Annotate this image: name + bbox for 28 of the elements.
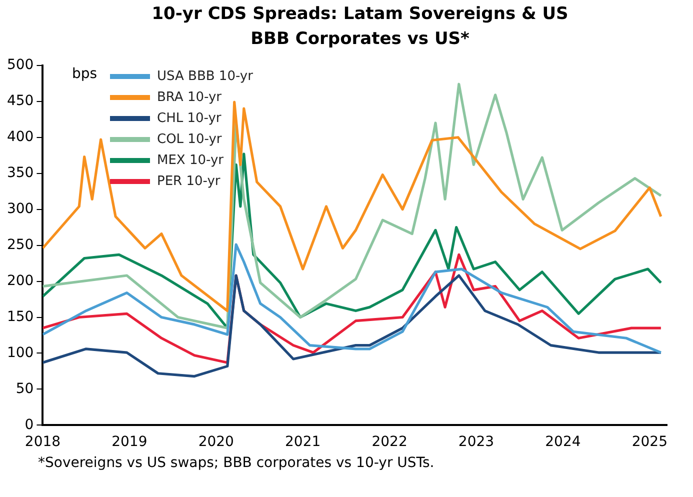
y-tick-label: 50 [16, 380, 34, 397]
x-tick-label: 2019 [112, 434, 148, 450]
x-tick-label: 2023 [458, 434, 494, 450]
legend-label: CHL 10-yr [155, 111, 224, 126]
legend-label: USA BBB 10-yr [155, 69, 255, 84]
y-tick-label: 400 [6, 129, 34, 145]
x-tick-label: 2021 [285, 434, 321, 450]
y-tick-label: 0 [24, 416, 34, 433]
y-tick-label: 100 [6, 344, 34, 361]
x-tick-label: 2024 [545, 434, 581, 450]
x-tick-label: 2025 [632, 434, 668, 450]
legend-label: COL 10-yr [155, 132, 224, 147]
y-tick-label: 500 [6, 57, 34, 74]
legend-label: BRA 10-yr [155, 90, 224, 105]
y-tick-label: 150 [6, 308, 34, 325]
x-tick-label: 2018 [24, 434, 61, 450]
y-tick-label: 300 [6, 200, 34, 217]
legend-label: MEX 10-yr [155, 153, 226, 168]
text: *Sovereigns vs US swaps; BBB corporates vs 10-yr USTs. [38, 455, 434, 471]
y-tick-label: 350 [6, 164, 34, 181]
y-tick-label: 450 [6, 93, 34, 110]
legend-label: PER 10-yr [155, 174, 222, 189]
chart-title: 10-yr CDS Spreads: Latam Sovereigns & US BBB Corporates vs US* [150, 3, 570, 51]
x-tick-label: 2020 [198, 434, 234, 450]
y-axis-title: bps [72, 66, 98, 82]
y-tick-label: 200 [6, 272, 34, 289]
y-tick-label: 250 [6, 236, 34, 253]
x-tick-label: 2022 [372, 434, 408, 450]
